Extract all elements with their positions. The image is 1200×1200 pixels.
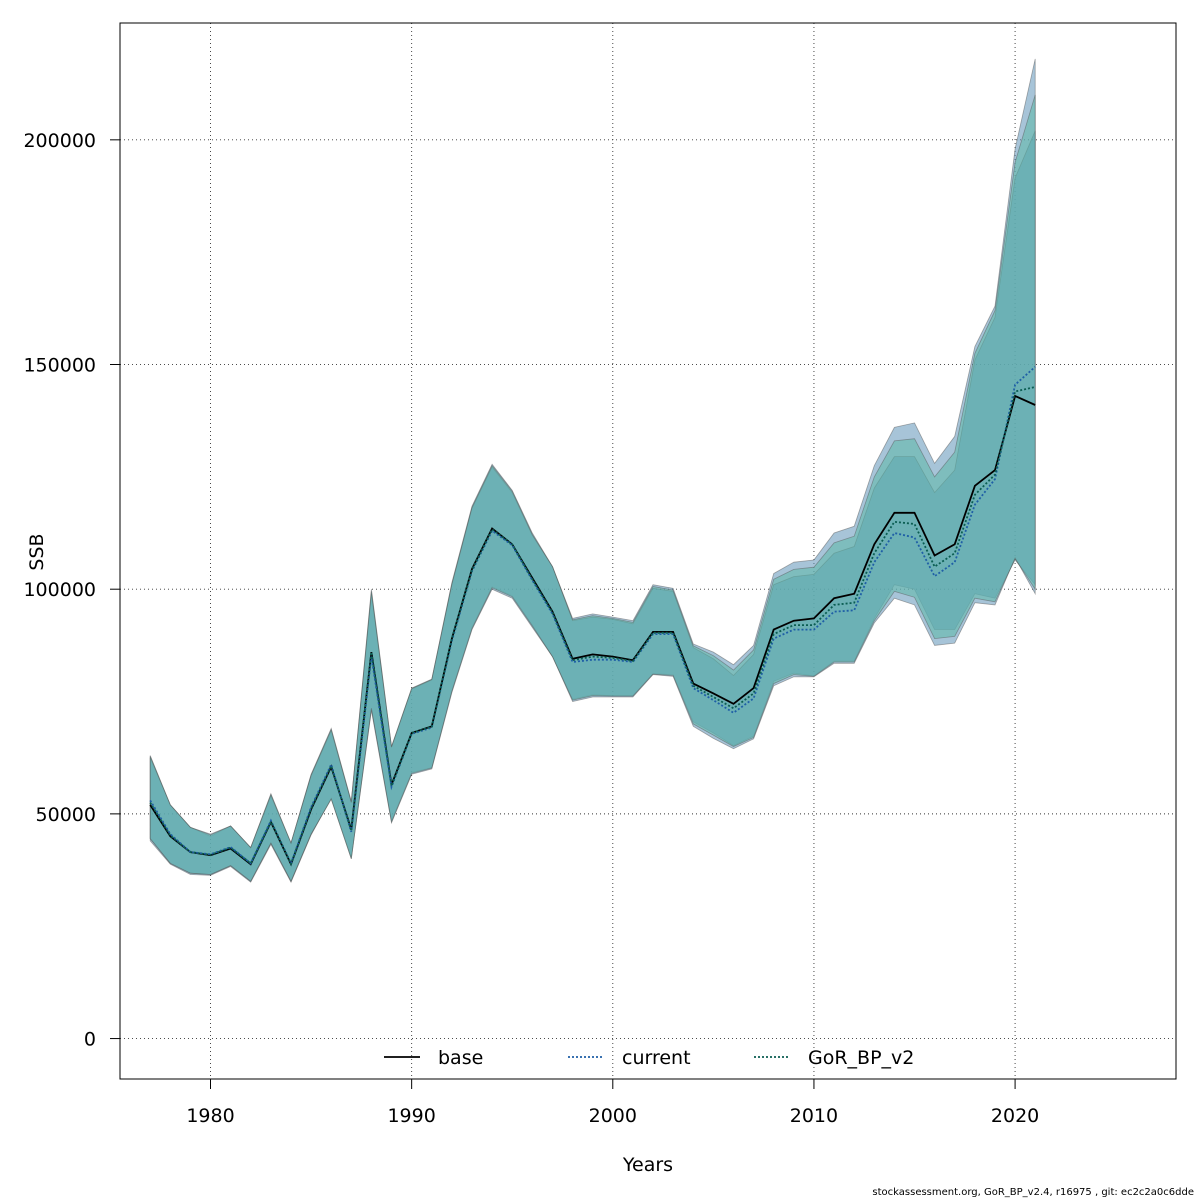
legend-label-base: base	[438, 1047, 483, 1069]
x-tick-label: 1990	[387, 1105, 435, 1127]
series-lines	[149, 366, 1036, 867]
x-axis: 1980 1990 2000 2010 2020	[186, 1078, 1039, 1127]
legend-label-current: current	[622, 1047, 691, 1069]
y-tick-label: 150000	[23, 355, 96, 377]
y-axis-title: SSB	[26, 533, 48, 570]
x-tick-label: 2000	[589, 1105, 637, 1127]
y-tick-label: 100000	[23, 579, 96, 601]
y-tick-label: 0	[84, 1029, 96, 1051]
x-tick-label: 2020	[991, 1105, 1039, 1127]
legend-label-GoR_BP_v2: GoR_BP_v2	[808, 1047, 914, 1069]
legend: base current GoR_BP_v2	[384, 1047, 914, 1069]
footer-credit: stockassessment.org, GoR_BP_v2.4, r16975…	[872, 1187, 1194, 1198]
confidence-bands	[149, 58, 1036, 884]
x-tick-label: 1980	[186, 1105, 234, 1127]
y-axis: 0 50000 100000 150000 200000	[23, 130, 121, 1051]
y-tick-label: 200000	[23, 130, 96, 152]
y-tick-label: 50000	[36, 804, 96, 826]
x-tick-label: 2010	[790, 1105, 838, 1127]
band-GoR_BP_v2	[149, 94, 1036, 883]
x-axis-title: Years	[622, 1154, 673, 1176]
series-line-GoR_BP_v2	[149, 386, 1036, 867]
